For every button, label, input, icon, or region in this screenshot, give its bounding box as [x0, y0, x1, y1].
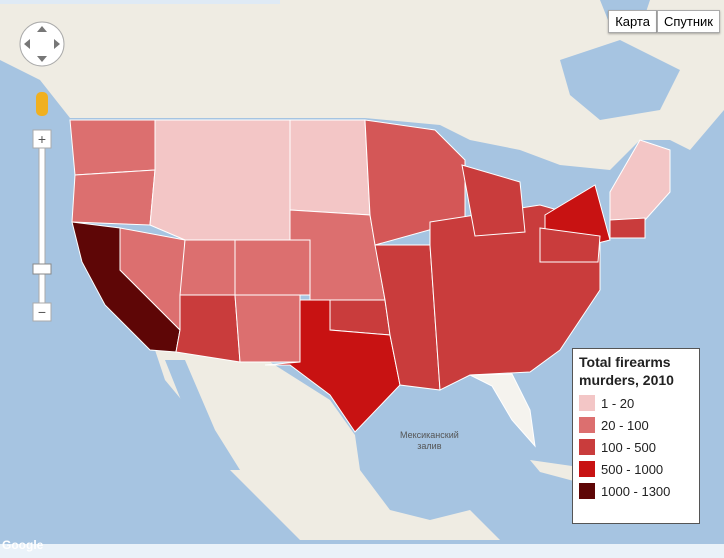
zoom-in-icon: + [38, 131, 46, 147]
state [539, 227, 601, 263]
legend-label: 1000 - 1300 [601, 483, 671, 499]
legend-label: 20 - 100 [601, 417, 649, 433]
map-button[interactable]: Карта [608, 10, 657, 33]
state [179, 239, 236, 296]
state [609, 217, 646, 239]
attribution: Google [2, 538, 44, 552]
lake [450, 145, 500, 175]
legend-item: 500 - 1000 [579, 461, 693, 477]
top-bar [0, 0, 280, 4]
water-label: Мексиканский залив [400, 430, 459, 452]
legend-swatch [579, 395, 595, 411]
water [560, 40, 680, 120]
legend-swatch [579, 461, 595, 477]
states [69, 119, 671, 448]
gulf-of-california [165, 360, 240, 470]
water-label-line: Мексиканский [400, 430, 459, 440]
legend-item: 100 - 500 [579, 439, 693, 455]
state [175, 294, 241, 363]
state [149, 119, 291, 241]
state [71, 169, 156, 226]
legend-title: Total firearms murders, 2010 [579, 354, 674, 388]
zoom-out[interactable] [32, 302, 52, 322]
state [264, 299, 401, 433]
land-canada [0, 0, 724, 170]
state [461, 164, 526, 237]
state [234, 294, 301, 363]
bottom-strip [0, 544, 724, 558]
water-label-line: залив [417, 441, 442, 451]
zoom-track [38, 147, 46, 304]
state [69, 119, 156, 176]
legend-swatch [579, 483, 595, 499]
state [469, 373, 536, 448]
state [234, 239, 311, 296]
state [289, 119, 371, 216]
pan-control[interactable] [19, 21, 65, 67]
legend: Total firearms murders, 2010 1 - 20 20 - … [572, 348, 700, 524]
legend-label: 100 - 500 [601, 439, 656, 455]
legend-item: 1000 - 1300 [579, 483, 693, 499]
satellite-button[interactable]: Спутник [656, 10, 720, 33]
map-type-control: Карта Спутник [608, 10, 720, 33]
zoom-slider[interactable] [32, 263, 52, 275]
zoom-out-icon: − [38, 304, 46, 320]
pegman[interactable] [36, 92, 48, 116]
legend-swatch [579, 439, 595, 455]
legend-label: 1 - 20 [601, 395, 635, 411]
land-mexico [155, 350, 500, 540]
legend-swatch [579, 417, 595, 433]
legend-label: 500 - 1000 [601, 461, 664, 477]
legend-item: 20 - 100 [579, 417, 693, 433]
legend-item: 1 - 20 [579, 395, 693, 411]
